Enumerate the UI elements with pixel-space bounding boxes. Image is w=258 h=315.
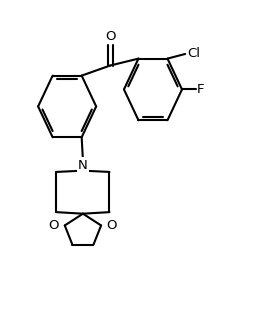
Text: Cl: Cl — [188, 48, 201, 60]
Text: O: O — [49, 219, 59, 232]
Text: O: O — [107, 219, 117, 232]
Text: N: N — [78, 159, 88, 172]
Text: F: F — [197, 83, 205, 96]
Text: O: O — [105, 30, 115, 43]
